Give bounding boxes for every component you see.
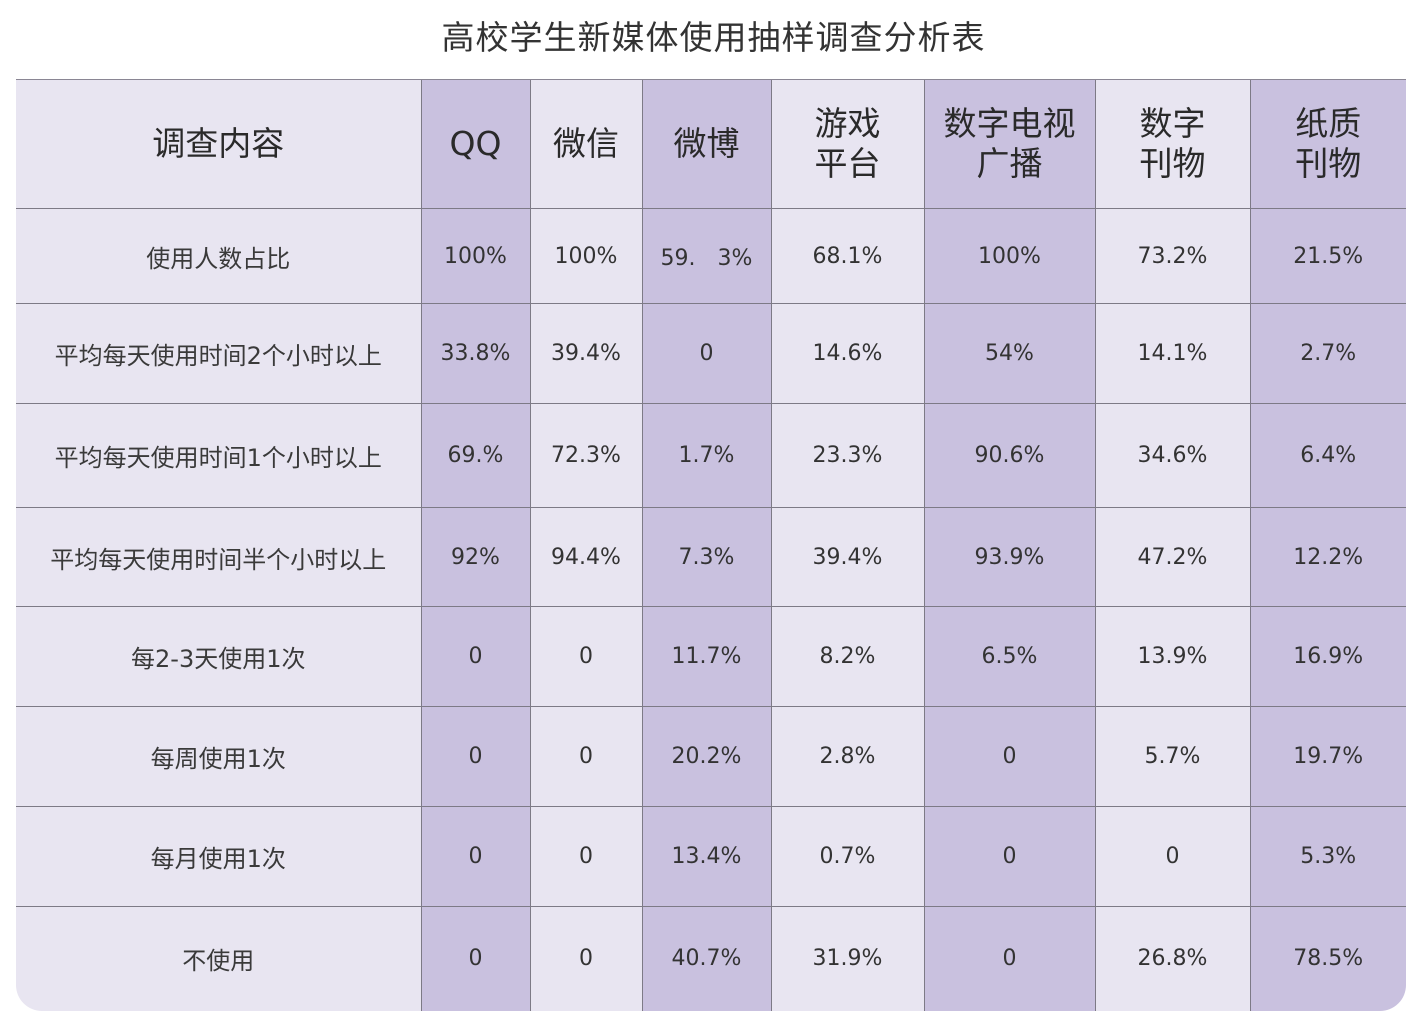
survey-table-container: 调查内容 QQ 微信 微博 游戏 平台 数字电视 广播 数字 刊物 纸质 刊物 使用人数占比 100% 10…: [16, 79, 1406, 1011]
table-cell: 20.2%: [642, 706, 772, 807]
table-cell: 0.7%: [771, 806, 925, 907]
table-cell: 34.6%: [1095, 403, 1251, 508]
table-cell: 0: [924, 706, 1096, 807]
table-cell: 7.3%: [642, 507, 772, 608]
table-cell: 0: [421, 606, 531, 708]
header-cell-line2: 刊物: [1295, 144, 1362, 184]
survey-table-body: 调查内容 QQ 微信 微博 游戏 平台 数字电视 广播 数字 刊物 纸质 刊物 使用人数占比 100% 10…: [16, 80, 1406, 1011]
row-label-cell: 平均每天使用时间2个小时以上: [16, 303, 422, 404]
table-header-row: 调查内容 QQ 微信 微博 游戏 平台 数字电视 广播 数字 刊物 纸质 刊物: [16, 80, 1406, 210]
header-cell: QQ: [421, 80, 531, 210]
row-label-cell: 平均每天使用时间半个小时以上: [16, 507, 422, 608]
table-cell: 0: [421, 806, 531, 907]
header-cell-line2: 广播: [976, 144, 1043, 184]
table-cell: 11.7%: [642, 606, 772, 708]
table-cell: 39.4%: [771, 507, 925, 608]
table-cell: 23.3%: [771, 403, 925, 508]
table-cell: 94.4%: [530, 507, 643, 608]
table-cell: 0: [642, 303, 772, 404]
header-cell: 游戏 平台: [771, 80, 925, 210]
header-cell-line1: 数字电视: [943, 104, 1076, 144]
table-cell: 13.9%: [1095, 606, 1251, 708]
table-cell: 72.3%: [530, 403, 643, 508]
table-cell: 6.5%: [924, 606, 1096, 708]
table-cell: 14.1%: [1095, 303, 1251, 404]
table-cell: 0: [924, 906, 1096, 1011]
table-cell: 8.2%: [771, 606, 925, 708]
table-cell: 78.5%: [1250, 906, 1406, 1011]
table-cell: 6.4%: [1250, 403, 1406, 508]
table-cell: 47.2%: [1095, 507, 1251, 608]
header-cell: 微博: [642, 80, 772, 210]
table-row: 平均每天使用时间2个小时以上 33.8% 39.4% 0 14.6% 54% 14.1% 2.…: [16, 303, 1406, 404]
table-cell: 26.8%: [1095, 906, 1251, 1011]
table-cell: 69.%: [421, 403, 531, 508]
header-cell-line1: 纸质: [1295, 104, 1362, 144]
header-cell-line1: 微博: [673, 124, 740, 164]
table-cell: 21.5%: [1250, 208, 1406, 305]
header-cell: 数字电视 广播: [924, 80, 1096, 210]
table-cell: 19.7%: [1250, 706, 1406, 807]
table-cell: 0: [1095, 806, 1251, 907]
header-cell-line2: 刊物: [1139, 144, 1206, 184]
table-cell: 0: [421, 706, 531, 807]
table-cell: 0: [530, 606, 643, 708]
row-label-cell: 使用人数占比: [16, 208, 422, 305]
header-cell: 数字 刊物: [1095, 80, 1251, 210]
header-cell-label: 调查内容: [16, 80, 422, 210]
table-cell: 40.7%: [642, 906, 772, 1011]
table-row: 平均每天使用时间1个小时以上 69.% 72.3% 1.7% 23.3% 90.6% 34.…: [16, 403, 1406, 508]
header-cell: 微信: [530, 80, 643, 210]
table-row: 每2-3天使用1次 0 0 11.7% 8.2% 6.5% 13.9% 16.9%: [16, 606, 1406, 708]
row-label-cell: 每周使用1次: [16, 706, 422, 807]
table-row: 每月使用1次 0 0 13.4% 0.7% 0 0 5.3%: [16, 806, 1406, 907]
table-cell: 39.4%: [530, 303, 643, 404]
table-cell: 100%: [421, 208, 531, 305]
table-row: 平均每天使用时间半个小时以上 92% 94.4% 7.3% 39.4% 93.9% 47.2…: [16, 507, 1406, 608]
table-cell: 92%: [421, 507, 531, 608]
header-cell-line1: 数字: [1139, 104, 1206, 144]
table-cell: 13.4%: [642, 806, 772, 907]
row-label-cell: 每月使用1次: [16, 806, 422, 907]
row-label-cell: 不使用: [16, 906, 422, 1011]
header-cell-line2: 平台: [814, 144, 881, 184]
table-row: 使用人数占比 100% 100% 59. 3% 68.1% 100% 73.2% 21.5%: [16, 208, 1406, 305]
row-label-cell: 每2-3天使用1次: [16, 606, 422, 708]
table-cell: 54%: [924, 303, 1096, 404]
table-cell: 5.7%: [1095, 706, 1251, 807]
table-cell: 16.9%: [1250, 606, 1406, 708]
table-cell: 0: [924, 806, 1096, 907]
header-cell-line1: 游戏: [814, 104, 881, 144]
table-cell: 5.3%: [1250, 806, 1406, 907]
table-cell: 33.8%: [421, 303, 531, 404]
table-cell: 0: [530, 706, 643, 807]
table-cell: 0: [530, 906, 643, 1011]
table-cell: 31.9%: [771, 906, 925, 1011]
table-cell: 0: [421, 906, 531, 1011]
table-cell: 2.7%: [1250, 303, 1406, 404]
row-label-cell: 平均每天使用时间1个小时以上: [16, 403, 422, 508]
table-row: 不使用 0 0 40.7% 31.9% 0 26.8% 78.5%: [16, 906, 1406, 1011]
table-cell: 1.7%: [642, 403, 772, 508]
header-cell: 纸质 刊物: [1250, 80, 1406, 210]
table-cell: 0: [530, 806, 643, 907]
table-cell: 68.1%: [771, 208, 925, 305]
table-cell: 100%: [530, 208, 643, 305]
table-row: 每周使用1次 0 0 20.2% 2.8% 0 5.7% 19.7%: [16, 706, 1406, 807]
table-cell: 73.2%: [1095, 208, 1251, 305]
table-cell: 12.2%: [1250, 507, 1406, 608]
table-cell: 93.9%: [924, 507, 1096, 608]
table-cell: 2.8%: [771, 706, 925, 807]
table-cell: 90.6%: [924, 403, 1096, 508]
table-title: 高校学生新媒体使用抽样调查分析表: [441, 18, 986, 57]
table-cell: 100%: [924, 208, 1096, 305]
header-cell-line1: QQ: [449, 124, 502, 164]
survey-table: 调查内容 QQ 微信 微博 游戏 平台 数字电视 广播 数字 刊物 纸质 刊物 使用人数占比 100% 10…: [16, 80, 1406, 1011]
table-cell: 14.6%: [771, 303, 925, 404]
table-cell: 59. 3%: [642, 208, 772, 305]
header-cell-line1: 微信: [553, 124, 619, 164]
